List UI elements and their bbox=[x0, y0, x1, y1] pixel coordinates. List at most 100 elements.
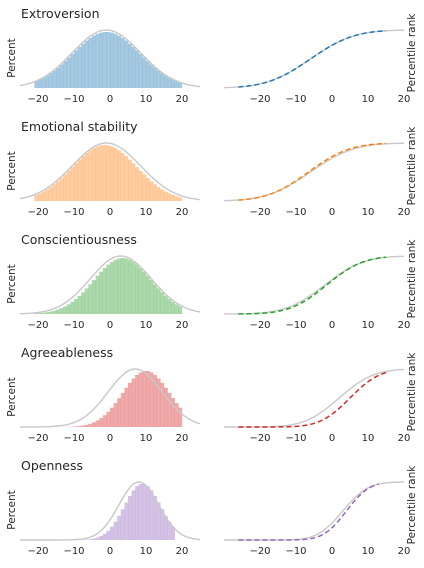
histogram-bar bbox=[110, 407, 114, 427]
histogram-bar bbox=[128, 495, 132, 540]
histogram-bar bbox=[138, 53, 143, 88]
histogram-bar bbox=[120, 258, 125, 314]
histogram-bar bbox=[110, 261, 114, 314]
histogram-bar bbox=[59, 177, 64, 201]
chart-title: Conscientiousness bbox=[21, 232, 137, 247]
histogram-bar bbox=[156, 187, 161, 201]
histogram-bar bbox=[146, 275, 150, 314]
histogram-bar bbox=[81, 292, 85, 314]
histogram-bar bbox=[77, 46, 82, 88]
histogram-bar bbox=[174, 196, 179, 201]
histogram-bar bbox=[48, 187, 53, 201]
histogram-bar bbox=[153, 374, 157, 427]
histogram-bar bbox=[120, 153, 125, 201]
histogram-bar bbox=[102, 145, 107, 201]
x-tick-label: 0 bbox=[107, 546, 113, 557]
histogram-bar bbox=[110, 526, 114, 540]
histogram-bar bbox=[66, 57, 71, 88]
histogram-bar bbox=[34, 194, 39, 201]
x-tick-label: 20 bbox=[176, 546, 189, 557]
histogram-bar bbox=[128, 382, 132, 427]
histogram-bar bbox=[135, 167, 139, 201]
histogram-bar bbox=[102, 415, 107, 427]
normal-percentile-curve bbox=[224, 481, 405, 541]
histogram-bar bbox=[102, 267, 107, 314]
histogram-bar bbox=[167, 77, 172, 88]
histogram-bar bbox=[167, 193, 172, 201]
histogram-bar bbox=[41, 312, 46, 314]
histogram-bar bbox=[66, 304, 71, 314]
histogram-bar bbox=[174, 304, 179, 314]
x-tick-label: 0 bbox=[107, 94, 113, 105]
x-tick-label: 0 bbox=[107, 433, 113, 444]
histogram-bar bbox=[167, 299, 172, 314]
histogram-bar bbox=[59, 308, 64, 314]
histogram-bar bbox=[160, 382, 165, 427]
x-tick-label: 20 bbox=[176, 207, 189, 218]
x-tick-label: 0 bbox=[329, 94, 335, 105]
histogram-bar bbox=[153, 67, 157, 88]
empirical-percentile-curve bbox=[238, 256, 387, 315]
x-tick-label: −20 bbox=[27, 207, 48, 218]
histogram-bar bbox=[135, 264, 139, 314]
histogram-bar bbox=[160, 509, 165, 540]
histogram-bar bbox=[178, 197, 183, 201]
normal-curve bbox=[19, 142, 201, 201]
histogram-bar bbox=[84, 288, 89, 314]
x-tick-label: 10 bbox=[140, 207, 153, 218]
x-tick-label: 10 bbox=[140, 94, 153, 105]
histogram-bar bbox=[149, 490, 154, 540]
histogram-bar bbox=[142, 174, 147, 201]
histogram-bar bbox=[45, 189, 49, 201]
x-tick-label: −20 bbox=[27, 546, 48, 557]
x-tick-label: −10 bbox=[285, 546, 306, 557]
x-tick-label: −10 bbox=[63, 320, 84, 331]
histogram-bar bbox=[84, 40, 89, 88]
histogram-bar bbox=[41, 77, 46, 88]
histogram-bar bbox=[34, 81, 39, 88]
normal-percentile-curve bbox=[223, 142, 405, 202]
histogram-bar bbox=[99, 271, 103, 314]
histogram-bar bbox=[63, 306, 67, 314]
histogram-bar bbox=[92, 148, 96, 201]
histogram-bar bbox=[135, 50, 139, 88]
histogram-bar bbox=[99, 418, 103, 427]
histogram-bar bbox=[88, 423, 93, 427]
histogram-bar bbox=[164, 295, 168, 314]
histogram-bar bbox=[113, 33, 118, 88]
histogram-bar bbox=[52, 70, 57, 88]
histogram-bar bbox=[156, 502, 161, 540]
chart-title: Emotional stability bbox=[21, 119, 138, 134]
row-0: Extroversion Percent −20 −10 0 10 20 −20 −10 0 10 2… bbox=[6, 6, 418, 105]
x-tick-label: 10 bbox=[362, 94, 375, 105]
histogram-bar bbox=[178, 82, 183, 88]
histogram-bar bbox=[102, 533, 107, 540]
histogram-bar bbox=[113, 148, 118, 201]
histogram-bar bbox=[153, 284, 157, 314]
histogram-bar bbox=[38, 193, 42, 201]
histogram-bar bbox=[88, 150, 93, 201]
histogram-bar bbox=[92, 422, 96, 427]
normal-percentile-curve bbox=[223, 255, 405, 315]
histogram-bar bbox=[160, 73, 165, 88]
histogram-bar bbox=[74, 163, 78, 201]
y-axis-label: Percent bbox=[6, 377, 18, 417]
histogram-bar bbox=[131, 261, 136, 314]
histogram-bar bbox=[149, 181, 154, 201]
x-tick-label: 20 bbox=[398, 546, 411, 557]
x-tick-label: −20 bbox=[249, 546, 270, 557]
histogram-bar bbox=[164, 191, 168, 201]
histogram-bar bbox=[92, 280, 96, 314]
histogram-bar bbox=[56, 309, 60, 314]
x-tick-label: −10 bbox=[63, 94, 84, 105]
row-3: Agreeableness Percent −20 −10 0 10 20 −20 −10 0 10… bbox=[6, 345, 418, 444]
x-tick-label: −20 bbox=[249, 320, 270, 331]
y-axis-label-right: Percentile rank bbox=[406, 126, 418, 206]
histogram-bar bbox=[131, 163, 136, 201]
histogram-bar bbox=[131, 378, 136, 427]
histogram-bar bbox=[56, 181, 60, 201]
chart-title: Agreeableness bbox=[21, 345, 113, 360]
histogram-bar bbox=[106, 411, 111, 427]
histogram-bar bbox=[153, 495, 157, 540]
